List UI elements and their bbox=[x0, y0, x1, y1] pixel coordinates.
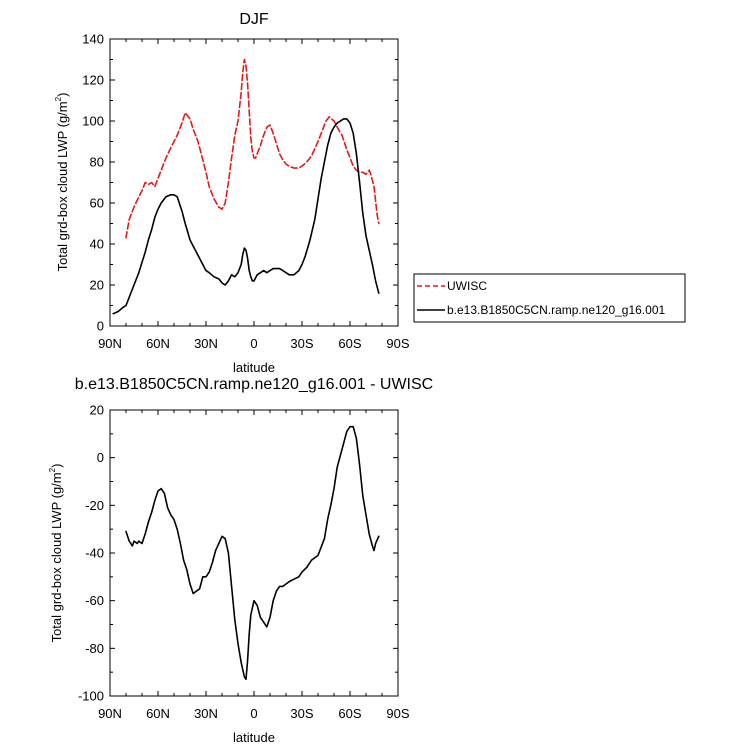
bottom-x-tick-label: 0 bbox=[250, 706, 257, 721]
top-series-line-0 bbox=[125, 58, 380, 239]
top-x-tick-label: 0 bbox=[250, 336, 257, 351]
bottom-y-tick-label: -20 bbox=[85, 498, 104, 513]
top-y-label-sup: 2 bbox=[54, 96, 63, 101]
bottom-series-group bbox=[125, 425, 380, 681]
bottom-x-tick-label: 90N bbox=[98, 706, 122, 721]
top-x-tick-label: 30S bbox=[290, 336, 313, 351]
top-series-line-1 bbox=[112, 118, 380, 315]
top-x-tick-label: 60N bbox=[146, 336, 170, 351]
bottom-y-label-main: Total grd-box cloud LWP (g/m bbox=[49, 472, 64, 642]
bottom-x-tick-label: 30S bbox=[290, 706, 313, 721]
bottom-x-axis-label: latitude bbox=[233, 730, 275, 745]
legend-label-model: b.e13.B1850C5CN.ramp.ne120_g16.001 bbox=[447, 303, 665, 317]
top-legend: UWISC b.e13.B1850C5CN.ramp.ne120_g16.001 bbox=[413, 273, 686, 323]
top-y-label-main: Total grd-box cloud LWP (g/m bbox=[55, 101, 70, 271]
bottom-y-label-close: ) bbox=[49, 464, 64, 468]
top-x-tick-label: 30N bbox=[194, 336, 218, 351]
bottom-panel: b.e13.B1850C5CN.ramp.ne120_g16.001 - UWI… bbox=[48, 376, 433, 745]
bottom-x-tick-label: 90S bbox=[386, 706, 409, 721]
bottom-series-line-0 bbox=[125, 425, 380, 681]
top-x-tick-label: 90S bbox=[386, 336, 409, 351]
top-x-axis-label: latitude bbox=[233, 360, 275, 375]
top-y-tick-label: 100 bbox=[82, 114, 104, 129]
top-x-tick-label: 90N bbox=[98, 336, 122, 351]
bottom-y-tick-label: 20 bbox=[90, 403, 104, 418]
legend-box bbox=[413, 273, 686, 323]
bottom-x-tick-label: 60N bbox=[146, 706, 170, 721]
top-plot-frame bbox=[109, 38, 399, 327]
top-y-tick-label: 40 bbox=[90, 237, 104, 252]
top-y-axis-ticks: 0 20 40 60 80 100 120 140 bbox=[82, 32, 398, 334]
bottom-x-tick-label: 60S bbox=[338, 706, 361, 721]
top-y-tick-label: 140 bbox=[82, 32, 104, 47]
bottom-plot-frame bbox=[109, 409, 399, 697]
bottom-y-tick-label: -40 bbox=[85, 546, 104, 561]
bottom-x-tick-label: 30N bbox=[194, 706, 218, 721]
top-y-tick-label: 0 bbox=[97, 319, 104, 334]
top-y-tick-label: 80 bbox=[90, 155, 104, 170]
bottom-y-label-sup: 2 bbox=[48, 467, 57, 472]
top-y-tick-label: 20 bbox=[90, 278, 104, 293]
top-series-group bbox=[112, 58, 380, 315]
top-y-label-close: ) bbox=[55, 93, 70, 97]
legend-label-uwisc: UWISC bbox=[447, 279, 487, 293]
top-y-tick-label: 120 bbox=[82, 73, 104, 88]
top-y-axis-label: Total grd-box cloud LWP (g/m2) bbox=[54, 93, 70, 272]
bottom-y-tick-label: -100 bbox=[78, 689, 104, 704]
top-x-tick-label: 60S bbox=[338, 336, 361, 351]
top-chart-title: DJF bbox=[239, 11, 269, 28]
bottom-y-tick-label: 0 bbox=[97, 450, 104, 465]
bottom-y-axis-label: Total grd-box cloud LWP (g/m2) bbox=[48, 464, 64, 643]
bottom-x-axis-ticks: 90N 60N 30N 0 30S 60S 90S bbox=[98, 410, 410, 721]
top-x-axis-ticks: 90N 60N 30N 0 30S 60S 90S bbox=[98, 39, 410, 351]
bottom-chart-title: b.e13.B1850C5CN.ramp.ne120_g16.001 - UWI… bbox=[75, 376, 433, 393]
bottom-y-tick-label: -80 bbox=[85, 641, 104, 656]
bottom-y-tick-label: -60 bbox=[85, 593, 104, 608]
bottom-y-axis-ticks: -100 -80 -60 -40 -20 0 20 bbox=[78, 403, 398, 704]
top-y-tick-label: 60 bbox=[90, 196, 104, 211]
